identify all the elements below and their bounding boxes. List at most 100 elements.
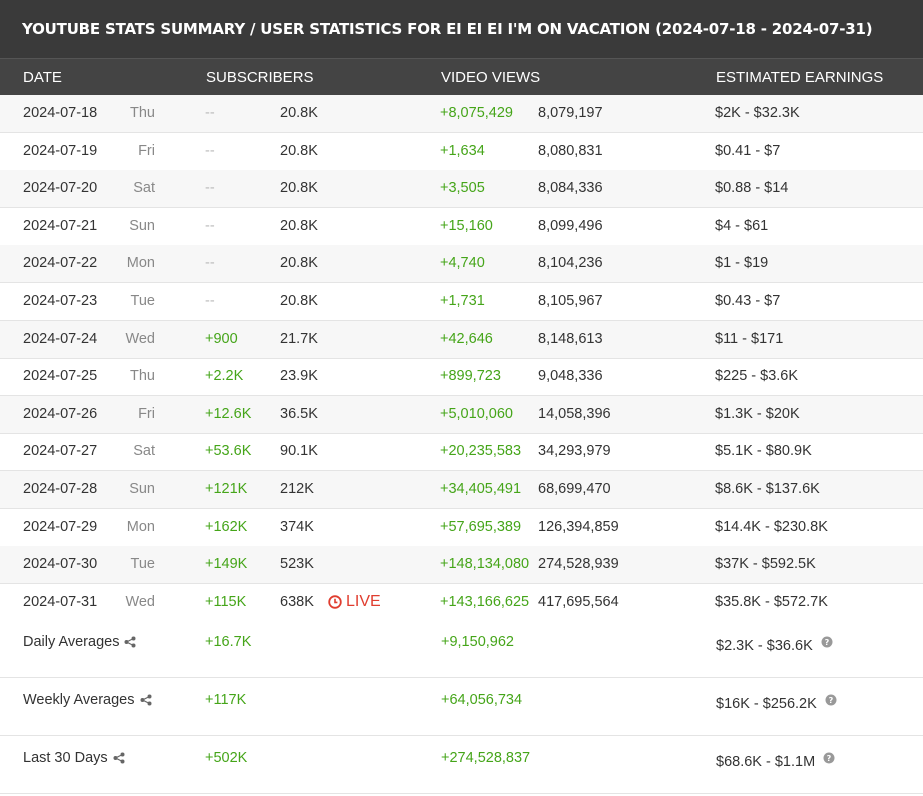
table-row: 2024-07-18 Thu -- 20.8K +8,075,429 8,079,197 $…: [0, 95, 923, 133]
row-earnings: $35.8K - $572.7K: [715, 593, 828, 610]
row-view-total: 8,105,967: [538, 293, 603, 309]
row-day: Sun: [129, 481, 155, 497]
row-subscriber-total: 20.8K: [280, 180, 318, 197]
row-earnings: $0.41 - $7: [715, 142, 781, 159]
row-subscriber-change: +12.6K: [205, 405, 252, 422]
row-subscriber-total: 523K: [280, 556, 314, 573]
average-earnings-text: $16K - $256.2K: [716, 696, 817, 712]
row-date: 2024-07-21: [23, 217, 98, 234]
row-date: 2024-07-18: [23, 105, 98, 121]
table-row: 2024-07-30 Tue +149K 523K +148,134,080 274,52…: [0, 546, 923, 585]
average-row: Daily Averages +16.7K +9,150,962 $2.3K - $3…: [0, 620, 923, 678]
row-view-change: +8,075,429: [440, 105, 513, 121]
row-view-change: +57,695,389: [440, 518, 522, 535]
share-icon[interactable]: [140, 694, 152, 706]
average-subscribers: +117K: [205, 692, 247, 708]
row-day: Fri: [138, 142, 155, 159]
row-day: Sun: [129, 217, 155, 234]
row-date: 2024-07-22: [23, 255, 98, 272]
row-view-total: 8,148,613: [538, 330, 603, 347]
row-day: Tue: [130, 556, 155, 573]
average-label-text: Weekly Averages: [23, 692, 135, 708]
row-view-change: +899,723: [440, 368, 501, 385]
average-label-text: Daily Averages: [23, 634, 120, 650]
table-row: 2024-07-31 Wed +115K 638K LIVE +143,166,625 41…: [0, 584, 923, 622]
average-views: +64,056,734: [441, 692, 523, 708]
column-header-subscribers[interactable]: SUBSCRIBERS: [206, 69, 314, 86]
row-subscriber-change: --: [205, 293, 215, 309]
row-subscriber-change: --: [205, 142, 215, 159]
table-row: 2024-07-25 Thu +2.2K 23.9K +899,723 9,048,336…: [0, 358, 923, 397]
table-row: 2024-07-27 Sat +53.6K 90.1K +20,235,583 34,29…: [0, 433, 923, 472]
row-date: 2024-07-29: [23, 518, 98, 535]
share-icon[interactable]: [113, 752, 125, 764]
row-view-change: +143,166,625: [440, 593, 530, 610]
row-date: 2024-07-24: [23, 330, 98, 347]
row-subscriber-total: 20.8K: [280, 293, 318, 309]
row-subscriber-total: 20.8K: [280, 142, 318, 159]
row-day: Fri: [138, 405, 155, 422]
row-earnings: $0.43 - $7: [715, 293, 781, 309]
row-subscriber-total: 20.8K: [280, 255, 318, 272]
row-earnings: $4 - $61: [715, 217, 769, 234]
table-row: 2024-07-21 Sun -- 20.8K +15,160 8,099,496 $4 -…: [0, 208, 923, 246]
row-earnings: $11 - $171: [715, 330, 784, 347]
page-title: YOUTUBE STATS SUMMARY / USER STATISTICS …: [0, 0, 923, 58]
svg-text:?: ?: [824, 638, 829, 647]
row-subscriber-change: --: [205, 255, 215, 272]
row-view-change: +1,731: [440, 293, 485, 309]
row-view-change: +5,010,060: [440, 405, 513, 422]
column-header-video-views[interactable]: VIDEO VIEWS: [441, 69, 541, 86]
row-day: Wed: [125, 593, 155, 610]
row-earnings: $1.3K - $20K: [715, 405, 800, 422]
row-view-change: +148,134,080: [440, 556, 530, 573]
table-header: DATE SUBSCRIBERS VIDEO VIEWS ESTIMATED E…: [0, 58, 923, 95]
average-label-text: Last 30 Days: [23, 750, 108, 766]
average-subscribers: +16.7K: [205, 634, 252, 650]
row-day: Mon: [126, 255, 155, 272]
live-badge[interactable]: LIVE: [328, 593, 381, 611]
row-subscriber-total: 374K: [280, 518, 314, 535]
row-date: 2024-07-30: [23, 556, 98, 573]
row-subscriber-total: 20.8K: [280, 105, 318, 121]
average-label: Weekly Averages: [23, 692, 152, 708]
row-subscriber-total: 36.5K: [280, 405, 318, 422]
help-circle-icon[interactable]: ?: [821, 636, 833, 648]
row-subscriber-total: 23.9K: [280, 368, 318, 385]
average-row: Last 30 Days +502K +274,528,837 $68.6K - $1…: [0, 736, 923, 794]
table-row: 2024-07-20 Sat -- 20.8K +3,505 8,084,336 $0.88…: [0, 170, 923, 209]
row-view-total: 68,699,470: [538, 481, 611, 497]
row-date: 2024-07-19: [23, 142, 98, 159]
row-view-change: +3,505: [440, 180, 485, 197]
column-header-date[interactable]: DATE: [23, 69, 62, 86]
average-earnings: $68.6K - $1.1M?: [716, 752, 835, 770]
row-date: 2024-07-31: [23, 593, 98, 610]
row-earnings: $225 - $3.6K: [715, 368, 799, 385]
row-subscriber-total: 21.7K: [280, 330, 318, 347]
row-view-total: 8,079,197: [538, 105, 603, 121]
row-subscriber-change: +115K: [205, 593, 247, 610]
row-subscriber-total: 20.8K: [280, 217, 318, 234]
row-view-total: 274,528,939: [538, 556, 619, 573]
svg-text:?: ?: [827, 754, 832, 763]
row-earnings: $0.88 - $14: [715, 180, 789, 197]
row-view-change: +1,634: [440, 142, 485, 159]
table-row: 2024-07-22 Mon -- 20.8K +4,740 8,104,236 $1 - …: [0, 245, 923, 284]
row-view-total: 34,293,979: [538, 443, 611, 460]
row-view-change: +4,740: [440, 255, 485, 272]
table-row: 2024-07-29 Mon +162K 374K +57,695,389 126,394…: [0, 509, 923, 547]
row-view-total: 8,099,496: [538, 217, 603, 234]
help-circle-icon[interactable]: ?: [823, 752, 835, 764]
average-label: Daily Averages: [23, 634, 136, 650]
average-label: Last 30 Days: [23, 750, 125, 766]
row-subscriber-change: --: [205, 105, 215, 121]
row-earnings: $5.1K - $80.9K: [715, 443, 812, 460]
help-circle-icon[interactable]: ?: [825, 694, 837, 706]
row-view-total: 14,058,396: [538, 405, 611, 422]
row-view-change: +42,646: [440, 330, 493, 347]
column-header-estimated-earnings[interactable]: ESTIMATED EARNINGS: [716, 69, 884, 86]
row-date: 2024-07-28: [23, 481, 98, 497]
share-icon[interactable]: [124, 636, 136, 648]
row-date: 2024-07-27: [23, 443, 98, 460]
svg-text:?: ?: [828, 696, 833, 705]
